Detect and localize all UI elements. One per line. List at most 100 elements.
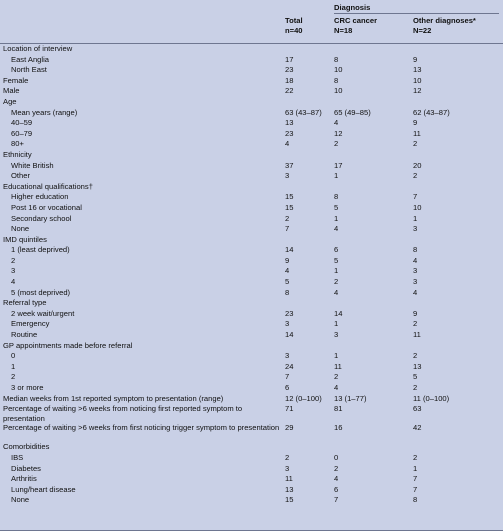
- cell-crc: 2: [334, 139, 339, 149]
- cell-total: 8: [285, 287, 290, 297]
- cell-other: 8: [413, 245, 418, 255]
- table-row: 4 5 2 3: [0, 277, 503, 288]
- row-label: Median weeks from 1st reported symptom t…: [3, 393, 224, 403]
- table-row: None 7 4 3: [0, 224, 503, 235]
- cell-total: 24: [285, 361, 294, 371]
- row-label: 40–59: [11, 118, 33, 128]
- table-row: Median weeks from 1st reported symptom t…: [0, 394, 503, 405]
- row-label: Percentage of waiting >6 weeks from firs…: [3, 423, 280, 433]
- cell-other: [413, 235, 503, 246]
- row-label: Lung/heart disease: [11, 484, 76, 494]
- cell-other: 11: [413, 330, 421, 340]
- cell-other: 3: [413, 277, 418, 287]
- row-label: 2: [11, 372, 16, 382]
- other-column-header: Other diagnoses* N=22: [413, 16, 476, 35]
- cell-other: [413, 442, 503, 453]
- cell-other: 62 (43–87): [413, 107, 450, 117]
- cell-crc: 4: [334, 474, 339, 484]
- table-row: 1 (least deprived) 14 6 8: [0, 245, 503, 256]
- cell-crc: [334, 235, 413, 246]
- crc-column-header: CRC cancer N=18: [334, 16, 378, 35]
- row-label: Location of interview: [3, 44, 73, 53]
- cell-other: 63: [413, 404, 422, 414]
- cell-crc: 1: [334, 213, 339, 223]
- cell-crc: 1: [334, 171, 339, 181]
- table-row: Comorbidities: [0, 442, 503, 453]
- cell-crc: 1: [334, 319, 339, 329]
- cell-other: 7: [413, 484, 418, 494]
- table-row: Routine 14 3 11: [0, 330, 503, 341]
- table-row: Educational qualifications†: [0, 182, 503, 193]
- cell-other: 4: [413, 255, 418, 265]
- cell-crc: 11: [334, 361, 342, 371]
- row-label: 2: [11, 255, 16, 265]
- cell-total: 2: [285, 452, 290, 462]
- cell-crc: [334, 44, 413, 55]
- cell-other: 12: [413, 86, 422, 96]
- cell-crc: 14: [334, 308, 343, 318]
- cell-other: 10: [413, 75, 422, 85]
- table-row: Arthritis 11 4 7: [0, 474, 503, 485]
- row-label: Mean years (range): [11, 107, 78, 117]
- table-row: None 15 7 8: [0, 495, 503, 506]
- table-row: GP appointments made before referral: [0, 341, 503, 352]
- cell-total: 15: [285, 202, 294, 212]
- cell-total: [285, 97, 334, 108]
- table-row: 40–59 13 4 9: [0, 118, 503, 129]
- cell-crc: [334, 182, 413, 193]
- cell-other: 9: [413, 54, 418, 64]
- cell-other: 42: [413, 423, 422, 433]
- cell-other: 7: [413, 192, 418, 202]
- table-row: Other 3 1 2: [0, 171, 503, 182]
- diagnosis-divider: [334, 13, 499, 14]
- cell-other: 4: [413, 287, 418, 297]
- cell-crc: [334, 150, 413, 161]
- row-label: Age: [3, 96, 17, 106]
- cell-crc: 17: [334, 160, 343, 170]
- cell-crc: 5: [334, 255, 339, 265]
- table-row: 3 or more 6 4 2: [0, 383, 503, 394]
- total-column-header: Total n=40: [285, 16, 303, 35]
- cell-total: [285, 442, 334, 453]
- table-row: Mean years (range) 63 (43–87) 65 (49–85) 62…: [0, 108, 503, 119]
- cell-crc: 7: [334, 495, 339, 505]
- row-label: GP appointments made before referral: [3, 340, 133, 350]
- cell-other: 11: [413, 128, 421, 138]
- row-label: 2 week wait/urgent: [11, 308, 75, 318]
- table-row: White British 37 17 20: [0, 161, 503, 172]
- cell-total: 71: [285, 404, 294, 414]
- row-label: 1 (least deprived): [11, 245, 70, 255]
- cell-crc: 4: [334, 118, 339, 128]
- cell-other: 20: [413, 160, 422, 170]
- cell-total: 23: [285, 308, 294, 318]
- cell-other: 5: [413, 372, 418, 382]
- cell-other: 13: [413, 65, 422, 75]
- row-label: 4: [11, 277, 16, 287]
- row-label: Male: [3, 86, 20, 96]
- cell-other: 13: [413, 361, 422, 371]
- cell-crc: 1: [334, 351, 339, 361]
- cell-total: 29: [285, 423, 294, 433]
- cell-crc: 10: [334, 86, 343, 96]
- cell-crc: [334, 97, 413, 108]
- cell-total: [285, 150, 334, 161]
- cell-total: 13: [285, 118, 294, 128]
- row-label: Other: [11, 171, 30, 181]
- table-row: Percentage of waiting >6 weeks from firs…: [0, 423, 503, 442]
- row-label: 3 or more: [11, 383, 44, 392]
- table-row: Diabetes 3 2 1: [0, 464, 503, 475]
- cell-other: 7: [413, 474, 418, 484]
- row-label: 60–79: [11, 128, 33, 138]
- row-label: Female: [3, 75, 29, 85]
- cell-other: 10: [413, 202, 422, 212]
- table-row: Higher education 15 8 7: [0, 192, 503, 203]
- cell-crc: [334, 341, 413, 352]
- cell-total: 14: [285, 245, 294, 255]
- row-label: None: [11, 495, 30, 505]
- table-row: 60–79 23 12 11: [0, 129, 503, 140]
- table-row: Female 18 8 10: [0, 76, 503, 87]
- table-row: 0 3 1 2: [0, 351, 503, 362]
- row-label: Post 16 or vocational: [11, 202, 82, 212]
- row-label: Ethnicity: [3, 149, 32, 159]
